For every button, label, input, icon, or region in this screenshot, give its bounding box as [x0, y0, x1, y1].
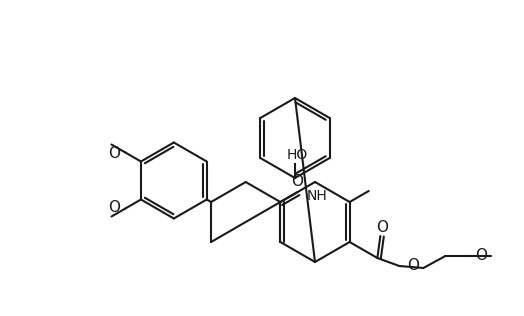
Text: O: O: [376, 221, 388, 235]
Text: O: O: [407, 258, 419, 272]
Text: O: O: [475, 247, 487, 263]
Text: O: O: [108, 200, 121, 215]
Text: O: O: [108, 146, 121, 161]
Text: NH: NH: [307, 189, 328, 203]
Text: O: O: [291, 174, 303, 190]
Text: HO: HO: [287, 148, 308, 162]
